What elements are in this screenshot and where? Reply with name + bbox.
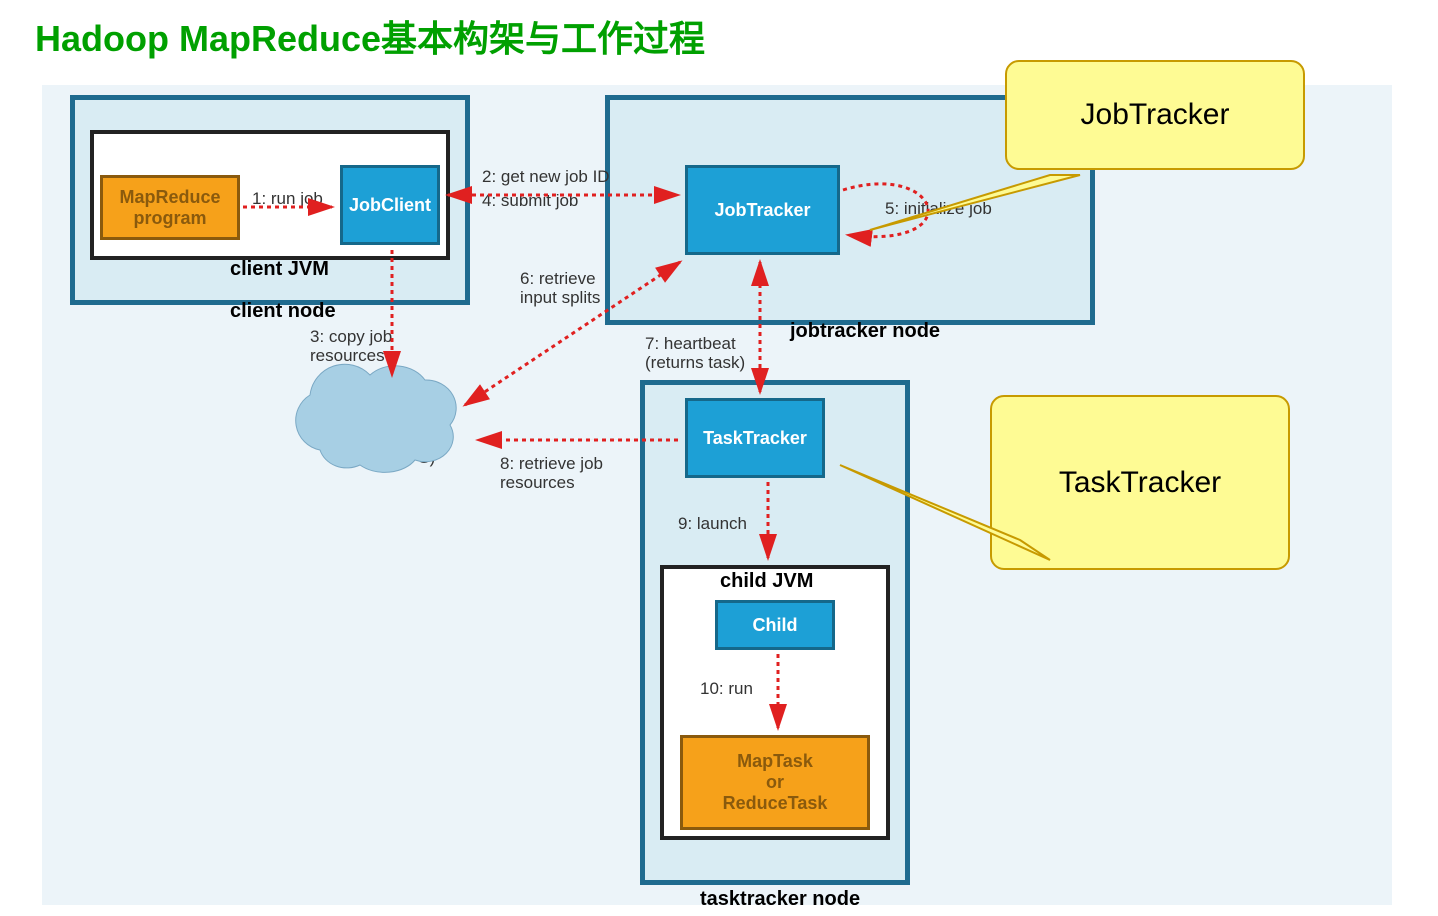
edge-3-label: 3: copy jobresources xyxy=(310,328,392,365)
edge-8-label: 8: retrieve jobresources xyxy=(500,455,603,492)
tasktracker-box: TaskTracker xyxy=(685,398,825,478)
child-box: Child xyxy=(715,600,835,650)
edge-9-label: 9: launch xyxy=(678,515,747,534)
jobclient-box: JobClient xyxy=(340,165,440,245)
edge-10-label: 10: run xyxy=(700,680,753,699)
edge-2-label: 2: get new job ID xyxy=(482,168,610,187)
jobtracker-box: JobTracker xyxy=(685,165,840,255)
jobtracker-node-label: jobtracker node xyxy=(790,320,940,343)
edge-7-label: 7: heartbeat(returns task) xyxy=(645,335,745,372)
edge-6-label: 6: retrieveinput splits xyxy=(520,270,600,307)
jobtracker-callout: JobTracker xyxy=(1005,60,1305,170)
client-jvm-label: client JVM xyxy=(230,258,329,281)
maptask-box: MapTaskorReduceTask xyxy=(680,735,870,830)
page-title: Hadoop MapReduce基本构架与工作过程 xyxy=(35,10,705,62)
tasktracker-callout: TaskTracker xyxy=(990,395,1290,570)
edge-1-label: 1: run job xyxy=(252,190,323,209)
mapreduce-program-box: MapReduceprogram xyxy=(100,175,240,240)
edge-4-label: 4: submit job xyxy=(482,192,578,211)
cloud-label: SharedFileSystem(e.g. HDFS) xyxy=(320,408,460,468)
tasktracker-node-label: tasktracker node xyxy=(700,888,860,911)
edge-5-label: 5: initialize job xyxy=(885,200,992,219)
client-node-label: client node xyxy=(230,300,336,323)
child-jvm-label: child JVM xyxy=(720,570,813,593)
